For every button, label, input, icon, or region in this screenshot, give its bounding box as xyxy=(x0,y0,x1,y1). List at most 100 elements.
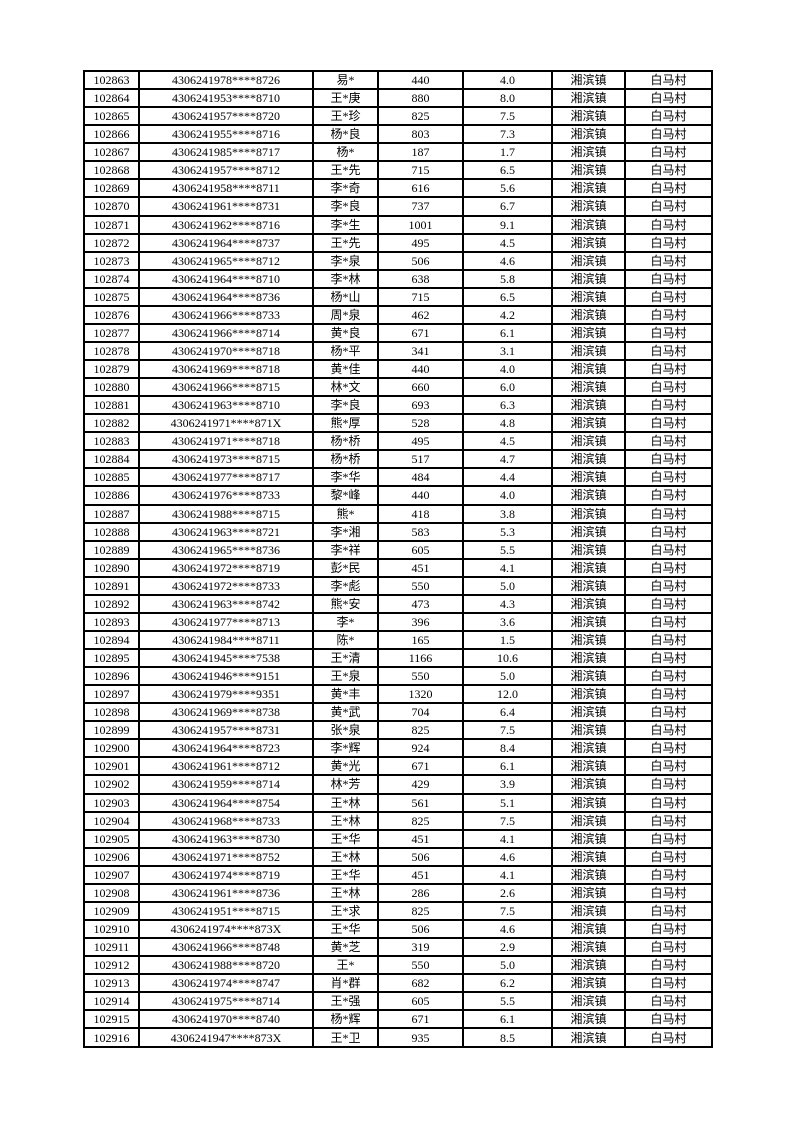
cell-village: 白马村 xyxy=(625,829,712,848)
cell-derived-value: 6.4 xyxy=(463,703,552,722)
cell-serial-number: 102868 xyxy=(84,161,139,180)
cell-amount: 671 xyxy=(378,323,463,342)
cell-masked-name: 李*生 xyxy=(313,215,378,234)
cell-masked-id-number: 4306241963****8730 xyxy=(139,829,313,848)
cell-derived-value: 12.0 xyxy=(463,685,552,704)
table-row: 102912 4306241988****8720 王* 550 5.0 湘滨镇 白马村 xyxy=(84,956,712,975)
table-row: 102894 4306241984****8711 陈* 165 1.5 湘滨镇 白马村 xyxy=(84,630,712,649)
cell-town: 湘滨镇 xyxy=(552,305,625,324)
cell-derived-value: 6.7 xyxy=(463,197,552,216)
cell-masked-id-number: 4306241972****8719 xyxy=(139,558,313,577)
cell-amount: 935 xyxy=(378,1028,463,1047)
cell-masked-name: 黄*佳 xyxy=(313,360,378,379)
table-row: 102903 4306241964****8754 王*林 561 5.1 湘滨镇 白马村 xyxy=(84,793,712,812)
cell-amount: 1166 xyxy=(378,649,463,668)
table-row: 102863 4306241978****8726 易* 440 4.0 湘滨镇 白马村 xyxy=(84,71,712,90)
cell-town: 湘滨镇 xyxy=(552,360,625,379)
cell-village: 白马村 xyxy=(625,504,712,523)
cell-serial-number: 102891 xyxy=(84,576,139,595)
cell-serial-number: 102878 xyxy=(84,341,139,360)
cell-derived-value: 3.1 xyxy=(463,341,552,360)
cell-serial-number: 102907 xyxy=(84,865,139,884)
cell-masked-name: 王*先 xyxy=(313,233,378,252)
cell-town: 湘滨镇 xyxy=(552,685,625,704)
cell-derived-value: 4.1 xyxy=(463,829,552,848)
table-row: 102915 4306241970****8740 杨*辉 671 6.1 湘滨镇 白马村 xyxy=(84,1010,712,1029)
cell-serial-number: 102865 xyxy=(84,107,139,126)
cell-village: 白马村 xyxy=(625,703,712,722)
cell-town: 湘滨镇 xyxy=(552,811,625,830)
cell-derived-value: 7.3 xyxy=(463,125,552,144)
table-row: 102916 4306241947****873X 王*卫 935 8.5 湘滨镇 白马村 xyxy=(84,1028,712,1047)
cell-amount: 440 xyxy=(378,71,463,90)
cell-derived-value: 3.8 xyxy=(463,504,552,523)
cell-masked-name: 杨* xyxy=(313,143,378,162)
cell-serial-number: 102895 xyxy=(84,649,139,668)
cell-masked-name: 杨*山 xyxy=(313,287,378,306)
cell-serial-number: 102869 xyxy=(84,179,139,198)
table-row: 102865 4306241957****8720 王*珍 825 7.5 湘滨镇 白马村 xyxy=(84,107,712,126)
cell-town: 湘滨镇 xyxy=(552,432,625,451)
cell-village: 白马村 xyxy=(625,432,712,451)
cell-masked-id-number: 4306241947****873X xyxy=(139,1028,313,1047)
cell-masked-name: 杨*桥 xyxy=(313,432,378,451)
cell-masked-id-number: 4306241964****8737 xyxy=(139,233,313,252)
table-row: 102874 4306241964****8710 李*林 638 5.8 湘滨镇 白马村 xyxy=(84,269,712,288)
cell-serial-number: 102908 xyxy=(84,883,139,902)
cell-masked-id-number: 4306241965****8736 xyxy=(139,540,313,559)
cell-village: 白马村 xyxy=(625,667,712,686)
cell-amount: 429 xyxy=(378,775,463,794)
cell-amount: 418 xyxy=(378,504,463,523)
cell-masked-id-number: 4306241957****8712 xyxy=(139,161,313,180)
cell-town: 湘滨镇 xyxy=(552,793,625,812)
cell-town: 湘滨镇 xyxy=(552,992,625,1011)
cell-masked-name: 王*珍 xyxy=(313,107,378,126)
cell-derived-value: 4.1 xyxy=(463,558,552,577)
cell-derived-value: 8.0 xyxy=(463,89,552,108)
cell-serial-number: 102871 xyxy=(84,215,139,234)
cell-masked-id-number: 4306241984****8711 xyxy=(139,630,313,649)
cell-masked-id-number: 4306241955****8716 xyxy=(139,125,313,144)
table-row: 102871 4306241962****8716 李*生 1001 9.1 湘滨镇 白马村 xyxy=(84,215,712,234)
cell-masked-id-number: 4306241974****8747 xyxy=(139,974,313,993)
cell-serial-number: 102901 xyxy=(84,757,139,776)
cell-amount: 682 xyxy=(378,974,463,993)
cell-masked-id-number: 4306241968****8733 xyxy=(139,811,313,830)
cell-masked-id-number: 4306241971****8752 xyxy=(139,847,313,866)
table-row: 102868 4306241957****8712 王*先 715 6.5 湘滨镇 白马村 xyxy=(84,161,712,180)
table-row: 102878 4306241970****8718 杨*平 341 3.1 湘滨镇 白马村 xyxy=(84,341,712,360)
cell-derived-value: 5.1 xyxy=(463,793,552,812)
table-row: 102873 4306241965****8712 李*泉 506 4.6 湘滨镇 白马村 xyxy=(84,251,712,270)
cell-village: 白马村 xyxy=(625,323,712,342)
cell-amount: 715 xyxy=(378,161,463,180)
table-row: 102895 4306241945****7538 王*清 1166 10.6 湘滨镇 白马… xyxy=(84,649,712,668)
table-row: 102893 4306241977****8713 李* 396 3.6 湘滨镇 白马村 xyxy=(84,612,712,631)
cell-masked-id-number: 4306241966****8715 xyxy=(139,378,313,397)
cell-village: 白马村 xyxy=(625,1028,712,1047)
cell-masked-name: 林*文 xyxy=(313,378,378,397)
cell-derived-value: 10.6 xyxy=(463,649,552,668)
cell-village: 白马村 xyxy=(625,956,712,975)
cell-town: 湘滨镇 xyxy=(552,269,625,288)
cell-village: 白马村 xyxy=(625,287,712,306)
cell-masked-name: 李*彪 xyxy=(313,576,378,595)
cell-serial-number: 102899 xyxy=(84,721,139,740)
cell-village: 白马村 xyxy=(625,71,712,90)
cell-masked-id-number: 4306241963****8742 xyxy=(139,594,313,613)
cell-derived-value: 3.9 xyxy=(463,775,552,794)
cell-serial-number: 102886 xyxy=(84,486,139,505)
cell-masked-name: 王*泉 xyxy=(313,667,378,686)
cell-masked-name: 林*芳 xyxy=(313,775,378,794)
cell-masked-id-number: 4306241959****8714 xyxy=(139,775,313,794)
cell-amount: 495 xyxy=(378,233,463,252)
cell-derived-value: 6.2 xyxy=(463,974,552,993)
table-row: 102877 4306241966****8714 黄*良 671 6.1 湘滨镇 白马村 xyxy=(84,323,712,342)
cell-masked-id-number: 4306241966****8748 xyxy=(139,938,313,957)
cell-masked-id-number: 4306241964****8710 xyxy=(139,269,313,288)
cell-masked-name: 李*良 xyxy=(313,396,378,415)
table-row: 102881 4306241963****8710 李*良 693 6.3 湘滨镇 白马村 xyxy=(84,396,712,415)
cell-amount: 583 xyxy=(378,522,463,541)
cell-village: 白马村 xyxy=(625,594,712,613)
cell-town: 湘滨镇 xyxy=(552,703,625,722)
cell-masked-name: 黄*武 xyxy=(313,703,378,722)
